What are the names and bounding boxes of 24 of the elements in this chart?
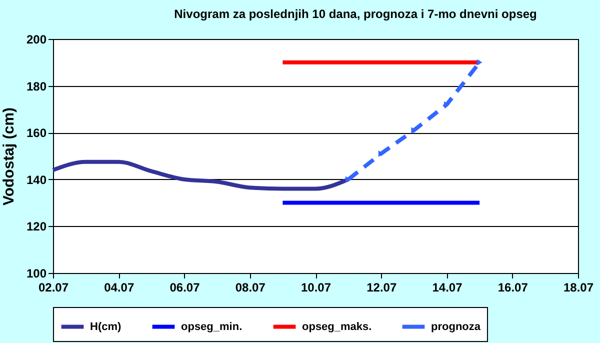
chart-title: Nivogram za poslednjih 10 dana, prognoza i 7-mo dnevni opseg — [174, 7, 537, 21]
legend-label: opseg_min. — [181, 320, 242, 333]
x-tick-label: 04.07 — [104, 280, 134, 294]
x-tick-label: 10.07 — [300, 280, 332, 294]
x-tick-label: 12.07 — [366, 280, 397, 294]
y-tick-label: 120 — [26, 220, 47, 234]
y-tick-label: 180 — [26, 79, 47, 94]
legend-label: prognoza — [431, 320, 482, 333]
y-tick-label: 160 — [26, 126, 47, 140]
point — [476, 59, 482, 66]
y-tick-label: 200 — [26, 32, 47, 46]
y-tick-label: 100 — [26, 266, 47, 280]
x-tick-label: 02.07 — [38, 280, 69, 294]
x-tick-label: 14.07 — [432, 280, 463, 294]
y-tick-label: 140 — [26, 172, 47, 187]
y-axis-title: Vodostaj (cm) — [0, 107, 18, 206]
line-series — [51, 160, 350, 191]
point — [444, 101, 450, 108]
legend-label: opseg_maks. — [302, 320, 372, 333]
legend-label: H(cm) — [90, 320, 122, 333]
x-tick-label: 08.07 — [235, 280, 266, 294]
x-tick-label: 18.07 — [563, 280, 594, 294]
x-tick-label: 16.07 — [498, 280, 528, 294]
x-tick-label: 06.07 — [170, 280, 200, 294]
